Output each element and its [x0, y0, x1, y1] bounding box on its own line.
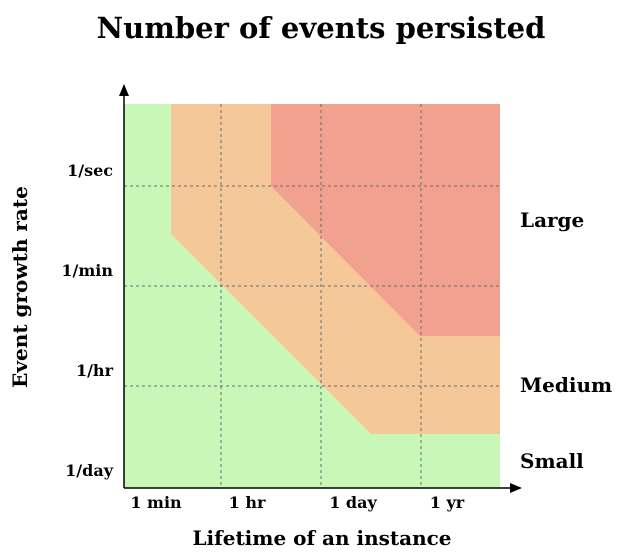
zone-label-large: Large — [520, 208, 584, 232]
y-tick-label-1min: 1/min — [61, 261, 113, 280]
y-tick-label-1hr: 1/hr — [76, 361, 114, 380]
y-axis-title: Event growth rate — [8, 186, 32, 388]
diagram-title: Number of events persisted — [97, 11, 546, 45]
x-tick-label-1yr: 1 yr — [430, 493, 465, 512]
zone-label-medium: Medium — [520, 373, 612, 397]
x-axis-arrow-icon — [510, 483, 522, 493]
x-axis-title: Lifetime of an instance — [192, 526, 451, 550]
x-tick-label-1day: 1 day — [329, 493, 377, 512]
zone-large-region — [271, 104, 500, 336]
y-axis-arrow-icon — [119, 84, 129, 96]
zone-label-small: Small — [520, 449, 584, 473]
y-tick-label-1sec: 1/sec — [67, 161, 113, 180]
x-tick-label-1hr: 1 hr — [229, 493, 266, 512]
y-tick-label-1day: 1/day — [65, 461, 114, 480]
x-tick-label-1min: 1 min — [130, 493, 182, 512]
